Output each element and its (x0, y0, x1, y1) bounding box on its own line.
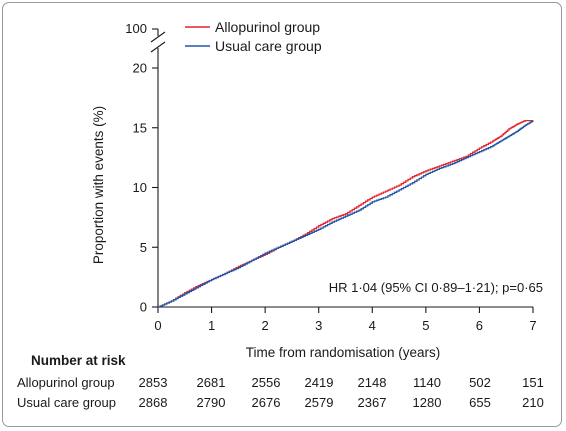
risk-values: 2853 2681 2556 2419 2148 1140 502 151 2868 2790 26… (139, 375, 544, 410)
y-tick-label-15: 15 (133, 120, 147, 135)
chart-axes: 100 (125, 21, 533, 308)
y-axis-break-mark-top (150, 31, 166, 43)
y-tick-label-100: 100 (125, 21, 147, 36)
y-tick-label-20: 20 (133, 61, 147, 76)
risk-value-allopurinol-2: 2556 (252, 375, 281, 390)
risk-row-label-allopurinol: Allopurinol group (17, 375, 115, 390)
x-tick-label-4: 4 (369, 318, 376, 333)
legend: Allopurinol group Usual care group (185, 19, 322, 54)
legend-label-allopurinol: Allopurinol group (215, 19, 320, 35)
risk-value-allopurinol-7: 151 (522, 375, 544, 390)
risk-value-usual-care-3: 2579 (305, 395, 334, 410)
risk-value-allopurinol-5: 1140 (413, 375, 441, 390)
risk-value-allopurinol-0: 2853 (139, 375, 168, 390)
figure-frame (2, 2, 562, 427)
x-tick-label-1: 1 (208, 318, 215, 333)
risk-value-allopurinol-4: 2148 (358, 375, 387, 390)
hazard-ratio-annotation: HR 1·04 (95% CI 0·89–1·21); p=0·65 (329, 280, 543, 295)
risk-table-title: Number at risk (31, 353, 126, 368)
x-axis-title: Time from randomisation (years) (246, 345, 441, 360)
x-tick-label-0: 0 (154, 318, 161, 333)
risk-value-allopurinol-3: 2419 (305, 375, 334, 390)
y-tick-label-0: 0 (140, 300, 147, 315)
risk-value-usual-care-5: 1280 (413, 395, 442, 410)
series-line-usual-care (158, 120, 534, 308)
y-tick-label-10: 10 (133, 180, 147, 195)
risk-value-usual-care-0: 2868 (139, 395, 168, 410)
risk-value-usual-care-7: 210 (522, 395, 544, 410)
y-ticks: 0 5 10 15 20 (133, 61, 158, 315)
legend-label-usual-care: Usual care group (215, 38, 322, 54)
x-tick-label-2: 2 (262, 318, 269, 333)
x-tick-label-6: 6 (476, 318, 483, 333)
risk-value-allopurinol-6: 502 (469, 375, 491, 390)
y-axis-break-mark-bottom (150, 41, 166, 53)
x-tick-label-3: 3 (315, 318, 322, 333)
risk-value-usual-care-6: 655 (469, 395, 491, 410)
risk-value-usual-care-1: 2790 (197, 395, 226, 410)
x-tick-label-7: 7 (529, 318, 536, 333)
series-lines (158, 119, 534, 308)
risk-table: Number at risk Allopurinol group Usual c… (17, 353, 544, 410)
x-ticks: 0 1 2 3 4 5 6 7 (154, 307, 537, 333)
y-axis-title: Proportion with events (%) (91, 106, 106, 264)
risk-row-label-usual-care: Usual care group (17, 395, 116, 410)
risk-value-allopurinol-1: 2681 (197, 375, 226, 390)
x-tick-label-5: 5 (422, 318, 429, 333)
risk-value-usual-care-4: 2367 (358, 395, 387, 410)
risk-value-usual-care-2: 2676 (252, 395, 281, 410)
y-tick-label-5: 5 (140, 240, 147, 255)
